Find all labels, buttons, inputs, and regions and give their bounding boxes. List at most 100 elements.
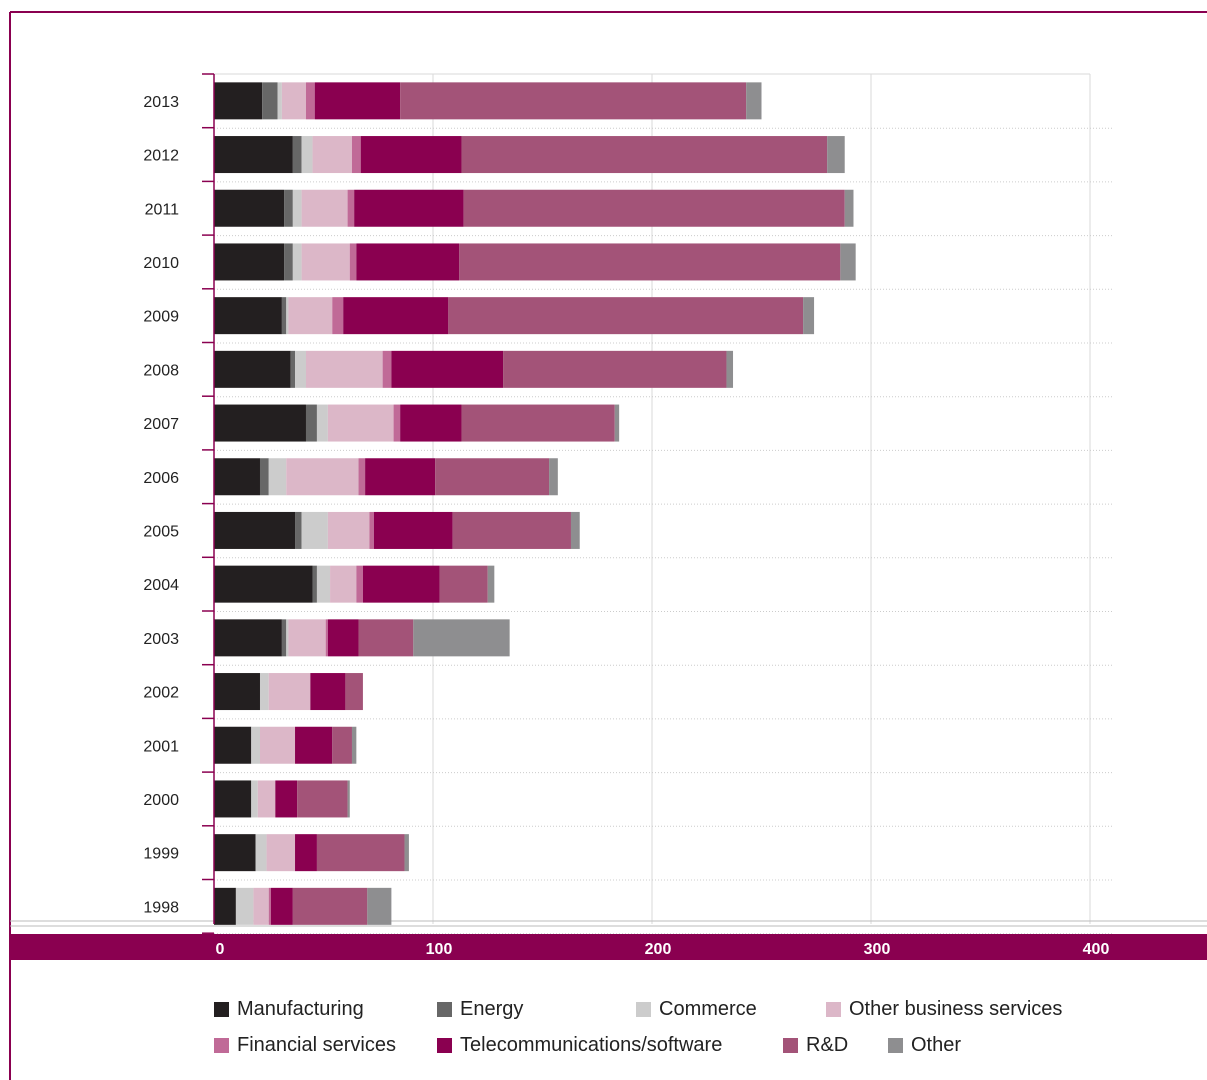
bar-segment xyxy=(275,780,298,818)
bar-segment xyxy=(358,619,414,657)
bar-segment xyxy=(391,350,504,388)
bar-segment xyxy=(549,458,558,496)
bar-segment xyxy=(305,350,383,388)
bar-segment xyxy=(310,673,346,711)
bar-segment xyxy=(330,565,357,603)
y-tick-label: 2008 xyxy=(143,362,179,379)
bar-segment xyxy=(292,189,302,227)
bar-segment xyxy=(214,780,252,818)
bar-segment xyxy=(297,780,348,818)
bar-segment xyxy=(284,243,293,281)
bar-segment xyxy=(827,136,845,174)
bar-segment xyxy=(393,404,401,442)
y-tick-label: 1999 xyxy=(143,846,179,863)
bar-segment xyxy=(369,511,374,549)
bar-segment xyxy=(214,404,306,442)
bar-segment xyxy=(253,887,269,925)
x-tick-label: 200 xyxy=(645,941,672,958)
y-tick-label: 2007 xyxy=(143,416,179,433)
bar-segment xyxy=(362,565,440,603)
bar-segment xyxy=(312,136,352,174)
bar-segment xyxy=(487,565,495,603)
bar-segment xyxy=(235,887,254,925)
bar-segment xyxy=(214,887,236,925)
bar-segment xyxy=(439,565,488,603)
bar-segment xyxy=(343,297,449,335)
bar-segment xyxy=(503,350,727,388)
bar-segment xyxy=(461,404,615,442)
bar-segment xyxy=(840,243,856,281)
bar-segment xyxy=(373,511,453,549)
bar-segment xyxy=(347,189,355,227)
bar-segment xyxy=(301,243,350,281)
bar-segment xyxy=(367,887,392,925)
y-tick-label: 2006 xyxy=(143,470,179,487)
bar-segment xyxy=(332,726,352,764)
bar-segment xyxy=(214,726,252,764)
bar-segment xyxy=(292,243,302,281)
bar-segment xyxy=(259,726,296,764)
y-tick-label: 2005 xyxy=(143,523,179,540)
bar-segment xyxy=(262,82,278,120)
bar-segment xyxy=(295,726,333,764)
bar-segment xyxy=(452,511,571,549)
bar-segment xyxy=(459,243,841,281)
x-tick-label: 100 xyxy=(426,941,453,958)
bar-segment xyxy=(327,619,359,657)
bar-segment xyxy=(270,887,293,925)
x-tick-label: 0 xyxy=(216,941,225,958)
bar-segment xyxy=(214,189,285,227)
bar-segment xyxy=(214,673,260,711)
bar-segment xyxy=(400,404,462,442)
bar-segment xyxy=(251,726,260,764)
bar-segment xyxy=(214,297,282,335)
bar-segment xyxy=(356,565,363,603)
bar-segment xyxy=(301,136,313,174)
bar-segment xyxy=(214,458,260,496)
bar-segment xyxy=(382,350,392,388)
y-tick-label: 2010 xyxy=(143,255,179,272)
bar-segment xyxy=(351,726,357,764)
bar-segment xyxy=(314,82,401,120)
bar-segment xyxy=(332,297,344,335)
bar-segment xyxy=(844,189,854,227)
bar-segment xyxy=(214,350,291,388)
bar-segment xyxy=(349,243,357,281)
y-tick-label: 2011 xyxy=(145,201,180,218)
y-tick-label: 2000 xyxy=(143,792,179,809)
x-axis: 0 100 200 300 400 xyxy=(10,934,1207,960)
bar-segment xyxy=(305,404,317,442)
bar-segment xyxy=(268,887,271,925)
bar-segment xyxy=(268,458,287,496)
bar-segment xyxy=(345,673,363,711)
bar-segment xyxy=(277,82,282,120)
x-axis-band xyxy=(10,934,1207,960)
bar-segment xyxy=(281,297,287,335)
bar-segment xyxy=(214,565,313,603)
y-tick-label: 2013 xyxy=(143,94,179,111)
bar-segment xyxy=(290,350,296,388)
bar-segment xyxy=(284,189,293,227)
bar-segment xyxy=(292,887,368,925)
bar-segment xyxy=(301,189,348,227)
bar-segment xyxy=(214,136,293,174)
bar-segment xyxy=(312,565,317,603)
bar-segment xyxy=(413,619,510,657)
bar-segment xyxy=(286,619,289,657)
y-tick-label: 2004 xyxy=(143,577,179,594)
bar-segment xyxy=(463,189,845,227)
bar-segment xyxy=(435,458,550,496)
bar-segment xyxy=(356,243,460,281)
bar-segment xyxy=(295,511,302,549)
bar-segment xyxy=(281,619,287,657)
bar-segment xyxy=(251,780,258,818)
bar-segment xyxy=(214,82,263,120)
y-axis: 2013 2012 2011 2010 2009 2008 2007 2006 2005 2004… xyxy=(143,73,215,934)
bar-segment xyxy=(295,350,306,388)
y-tick-label: 2003 xyxy=(143,631,179,648)
bar-segment xyxy=(281,82,306,120)
bar-segment xyxy=(316,404,328,442)
bar-segment xyxy=(288,619,326,657)
